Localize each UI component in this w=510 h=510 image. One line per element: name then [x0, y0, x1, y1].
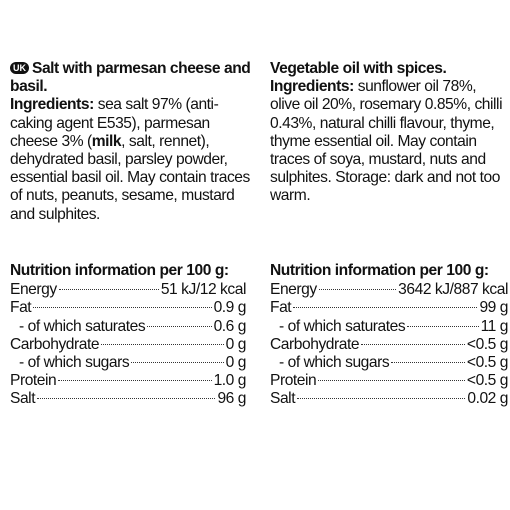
nutrition-value: <0.5 g — [466, 335, 509, 353]
nutrition-row: Protein 1.0 g — [10, 372, 246, 390]
nutrition-row: - of which saturates 11 g — [270, 318, 508, 336]
dot-leader — [391, 362, 465, 364]
nutrition-label: Energy — [10, 281, 57, 299]
nutrition-value: 11 g — [480, 317, 509, 335]
nutrition-row: Carbohydrate 0 g — [10, 336, 246, 354]
nutrition-row: Energy 51 kJ/12 kcal — [10, 281, 246, 299]
nutrition-value: 0.02 g — [467, 390, 508, 408]
nutrition-row: - of which sugars <0.5 g — [270, 354, 508, 372]
nutrition-value: 99 g — [479, 299, 508, 317]
nutrition-label: Carbohydrate — [10, 335, 100, 353]
nutrition-row: Fat 99 g — [270, 299, 508, 317]
dot-leader — [37, 398, 216, 400]
nutrition-label: Energy — [270, 281, 317, 299]
left-product-title: Salt with parmesan cheese and basil. — [10, 60, 251, 96]
dot-leader — [58, 380, 212, 382]
dot-leader — [33, 307, 212, 309]
uk-badge: UK — [10, 62, 29, 74]
nutrition-value: 0.9 g — [213, 299, 247, 317]
nutrition-label: Salt — [10, 390, 36, 408]
dot-leader — [131, 362, 224, 364]
left-allergen-milk: milk — [91, 132, 122, 150]
nutrition-value: 0 g — [225, 354, 247, 372]
nutrition-row: Carbohydrate <0.5 g — [270, 336, 508, 354]
right-nutrition-heading: Nutrition information per 100 g: — [270, 262, 489, 279]
nutrition-value: <0.5 g — [466, 354, 509, 372]
nutrition-row: - of which saturates 0.6 g — [10, 318, 246, 336]
nutrition-label: - of which sugars — [19, 354, 130, 372]
nutrition-row: Protein <0.5 g — [270, 372, 508, 390]
nutrition-row: Salt 0.02 g — [270, 390, 508, 408]
nutrition-row: Fat 0.9 g — [10, 299, 246, 317]
left-ingredients-text-2: , salt, rennet), dehydrated basil, parsl… — [10, 132, 250, 223]
nutrition-label: Carbohydrate — [270, 335, 360, 353]
dot-leader — [318, 380, 465, 382]
nutrition-label: Fat — [270, 299, 292, 317]
nutrition-row: Salt 96 g — [10, 390, 246, 408]
nutrition-label: Salt — [270, 390, 296, 408]
dot-leader — [101, 343, 224, 345]
dot-leader — [297, 398, 466, 400]
dot-leader — [147, 325, 212, 327]
nutrition-value: 1.0 g — [213, 372, 247, 390]
dot-leader — [58, 289, 159, 291]
nutrition-label: Protein — [10, 372, 57, 390]
left-product-block: UK Salt with parmesan cheese and basil. In… — [10, 60, 258, 224]
left-nutrition-table: Nutrition information per 100 g: Energy 5… — [10, 262, 246, 409]
dot-leader — [407, 325, 479, 327]
left-ingredients-paragraph: UK Salt with parmesan cheese and basil. In… — [10, 60, 258, 224]
nutrition-row: - of which sugars 0 g — [10, 354, 246, 372]
dot-leader — [361, 343, 465, 345]
nutrition-value: 96 g — [217, 390, 246, 408]
nutrition-row: Energy 3642 kJ/887 kcal — [270, 281, 508, 299]
right-ingredients-text: sunflower oil 78%, olive oil 20%, rosema… — [270, 78, 503, 205]
nutrition-label: Protein — [270, 372, 317, 390]
dot-leader — [318, 289, 397, 291]
nutrition-label: - of which saturates — [279, 317, 406, 335]
right-ingredients-paragraph: Vegetable oil with spices. Ingredients: s… — [270, 60, 506, 206]
nutrition-value: 0.6 g — [213, 317, 247, 335]
right-ingredients-label: Ingredients: — [270, 78, 354, 96]
left-ingredients-label: Ingredients: — [10, 96, 94, 114]
right-product-title: Vegetable oil with spices. — [270, 60, 447, 77]
right-product-block: Vegetable oil with spices. Ingredients: s… — [270, 60, 506, 206]
nutrition-label: Fat — [10, 299, 32, 317]
nutrition-value: 3642 kJ/887 kcal — [398, 281, 508, 299]
nutrition-value: <0.5 g — [466, 372, 509, 390]
nutrition-value: 51 kJ/12 kcal — [160, 281, 247, 299]
nutrition-label: - of which saturates — [19, 317, 146, 335]
right-nutrition-table: Nutrition information per 100 g: Energy 3… — [270, 262, 508, 409]
left-nutrition-heading: Nutrition information per 100 g: — [10, 262, 229, 279]
nutrition-label: - of which sugars — [279, 354, 390, 372]
nutrition-value: 0 g — [225, 335, 247, 353]
dot-leader — [293, 307, 478, 309]
left-ingredients-text-1: sea salt 97% (anti-caking agent E535), p… — [10, 96, 219, 150]
